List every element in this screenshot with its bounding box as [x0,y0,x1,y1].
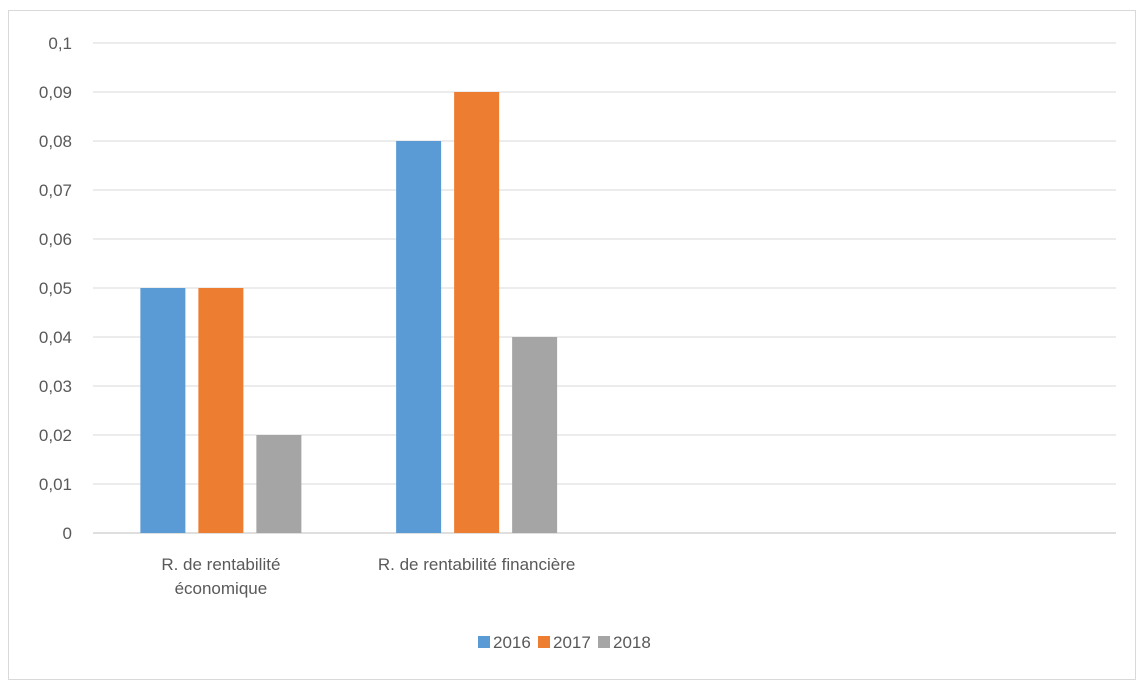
chart-frame [8,10,1136,680]
y-tick-label: 0,09 [39,83,72,102]
bar [198,288,244,533]
y-tick-label: 0,05 [39,279,72,298]
legend-swatch [598,636,610,648]
y-tick-label: 0,08 [39,132,72,151]
y-tick-label: 0,03 [39,377,72,396]
y-tick-label: 0,06 [39,230,72,249]
x-category-label: R. de rentabilité [161,555,280,574]
legend-label: 2018 [613,633,651,652]
y-tick-label: 0,01 [39,475,72,494]
y-tick-label: 0,02 [39,426,72,445]
bar [512,337,558,533]
x-category-label: économique [175,579,268,598]
y-tick-label: 0 [63,524,72,543]
y-tick-label: 0,1 [48,34,72,53]
bar [454,92,500,533]
bar [396,141,442,533]
bar [140,288,186,533]
bar [256,435,302,533]
y-tick-label: 0,07 [39,181,72,200]
x-category-label: R. de rentabilité financière [378,555,576,574]
legend-label: 2017 [553,633,591,652]
y-tick-label: 0,04 [39,328,72,347]
legend-swatch [538,636,550,648]
legend-label: 2016 [493,633,531,652]
legend-swatch [478,636,490,648]
